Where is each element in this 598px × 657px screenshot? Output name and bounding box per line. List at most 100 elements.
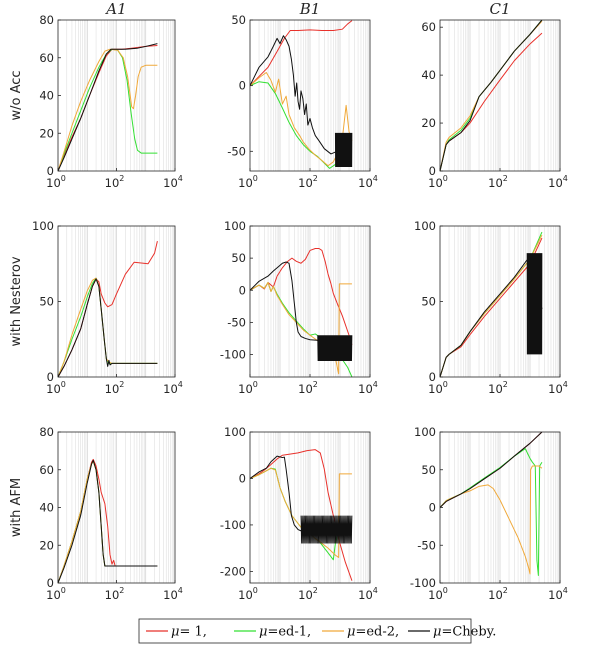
y-tick-label: 80 <box>39 13 54 27</box>
series-group <box>250 449 353 581</box>
y-tick-label: -50 <box>417 538 436 552</box>
series-oscillation <box>526 253 543 355</box>
y-tick-label: 60 <box>39 51 54 65</box>
series-oscillation <box>334 132 353 168</box>
y-tick-label: 40 <box>421 68 436 82</box>
series-line--cheby- <box>440 20 543 171</box>
series-line--cheby- <box>58 459 158 583</box>
y-tick-label: 50 <box>231 13 246 27</box>
row-label-3: with AFM <box>9 478 24 537</box>
y-tick-label: 20 <box>39 538 54 552</box>
series-line--1 <box>250 20 353 87</box>
panel-w-o-acc-a1: 0 20 40 60 80 100 102 104 <box>39 13 183 190</box>
x-tick-label: 104 <box>163 586 183 602</box>
series-line--1 <box>58 44 158 171</box>
y-tick-label: 60 <box>421 20 436 34</box>
series-group <box>250 20 353 169</box>
x-tick-label: 102 <box>105 586 125 602</box>
panel-with-nesterov-a1: 0 50 100 100 102 104 <box>32 219 183 396</box>
x-tick-label: 104 <box>548 586 568 602</box>
x-tick-label: 102 <box>298 174 318 190</box>
x-tick-label: 104 <box>163 174 183 190</box>
series-group <box>58 240 158 377</box>
series-line--1 <box>250 247 353 346</box>
y-tick-label: -100 <box>220 348 246 362</box>
series-group <box>58 458 158 583</box>
y-tick-label: 50 <box>231 251 246 265</box>
x-tick-label: 100 <box>46 174 66 190</box>
panel-with-nesterov-b1: -100 -50 0 50 100 100 102 104 <box>220 219 378 396</box>
x-tick-label: 102 <box>298 586 318 602</box>
y-tick-label: 0 <box>429 370 436 384</box>
series-oscillation <box>317 335 353 361</box>
y-tick-label: -100 <box>220 518 246 532</box>
column-title-3: C1 <box>489 0 510 18</box>
x-tick-label: 100 <box>46 380 66 396</box>
legend: μ= 1, μ=ed-1, μ=ed-2, μ=Cheby. <box>138 618 496 644</box>
x-tick-label: 100 <box>46 586 66 602</box>
panel-w-o-acc-c1: 0 20 40 60 100 102 104 <box>421 19 568 190</box>
y-tick-label: 100 <box>224 425 246 439</box>
y-tick-label: 100 <box>32 219 54 233</box>
x-tick-label: 104 <box>358 380 378 396</box>
grid <box>448 432 559 583</box>
series-group <box>440 20 543 171</box>
grid <box>258 20 369 171</box>
x-tick-label: 100 <box>428 586 448 602</box>
x-tick-label: 100 <box>238 380 258 396</box>
grid <box>448 226 559 377</box>
legend-label-2: μ=ed-1, <box>259 625 311 640</box>
y-tick-label: 60 <box>39 463 54 477</box>
series-line--cheby- <box>58 278 158 377</box>
x-tick-label: 102 <box>488 174 508 190</box>
series-group <box>440 231 543 377</box>
y-tick-label: 0 <box>239 471 246 485</box>
y-tick-label: 0 <box>47 576 54 590</box>
panel-with-afm-c1: -100 -50 0 50 100 100 102 104 <box>410 425 568 602</box>
y-tick-label: 0 <box>47 164 54 178</box>
legend-label-4: μ=Cheby. <box>433 625 496 640</box>
series-line--cheby- <box>440 432 543 508</box>
y-tick-label: 0 <box>239 79 246 93</box>
y-tick-label: 100 <box>414 425 436 439</box>
grid <box>448 20 559 171</box>
x-tick-label: 100 <box>428 174 448 190</box>
x-tick-label: 102 <box>488 380 508 396</box>
series-oscillation <box>300 515 353 544</box>
y-tick-label: 20 <box>39 126 54 140</box>
series-group <box>440 432 543 576</box>
x-tick-label: 104 <box>358 586 378 602</box>
y-tick-label: 0 <box>429 501 436 515</box>
series-line--cheby- <box>250 35 353 155</box>
column-title-1: A1 <box>104 0 126 18</box>
y-tick-label: -50 <box>227 315 246 329</box>
panel-with-nesterov-c1: 0 50 100 100 102 104 <box>414 219 568 396</box>
y-tick-label: 20 <box>421 116 436 130</box>
y-tick-label: 40 <box>39 89 54 103</box>
y-tick-label: 0 <box>47 370 54 384</box>
y-tick-label: -100 <box>410 576 436 590</box>
y-tick-label: 50 <box>421 463 436 477</box>
x-tick-label: 102 <box>105 380 125 396</box>
y-tick-label: 80 <box>39 425 54 439</box>
row-label-2: with Nesterov <box>9 256 24 346</box>
y-tick-label: 50 <box>39 295 54 309</box>
panel-with-afm-a1: 0 20 40 60 80 100 102 104 <box>39 425 183 602</box>
x-tick-label: 100 <box>238 174 258 190</box>
x-tick-label: 102 <box>488 586 508 602</box>
grid <box>66 432 174 583</box>
y-tick-label: 100 <box>224 219 246 233</box>
y-tick-label: -50 <box>227 144 246 158</box>
series-line--cheby- <box>58 43 158 171</box>
x-tick-label: 102 <box>105 174 125 190</box>
legend-label-1: μ= 1, <box>171 625 207 640</box>
x-tick-label: 102 <box>298 380 318 396</box>
y-tick-label: -200 <box>220 564 246 578</box>
panel-with-afm-b1: -200 -100 0 100 100 102 104 <box>220 425 378 602</box>
x-tick-label: 104 <box>548 380 568 396</box>
x-tick-label: 104 <box>358 174 378 190</box>
x-tick-label: 104 <box>548 174 568 190</box>
y-tick-label: 40 <box>39 501 54 515</box>
y-tick-label: 0 <box>239 283 246 297</box>
